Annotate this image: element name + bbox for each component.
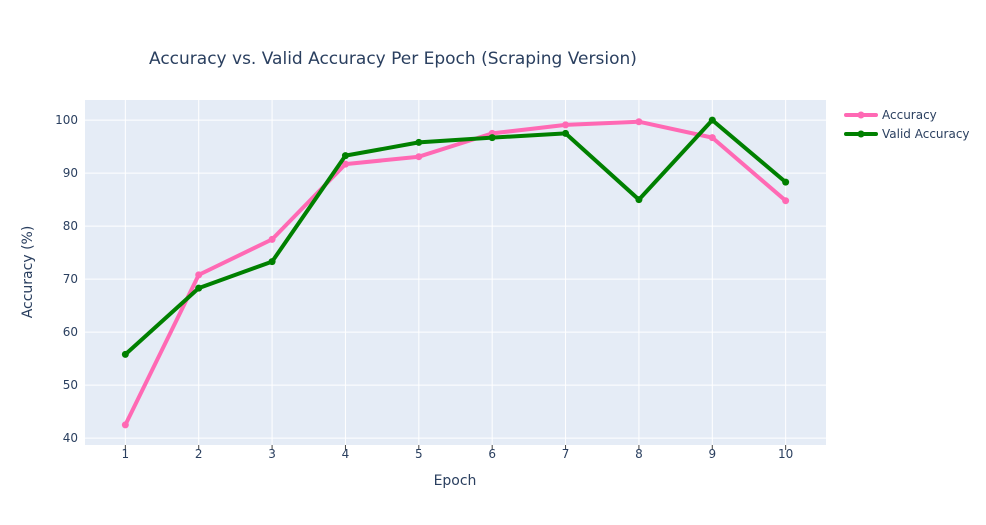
- data-point: [268, 235, 276, 243]
- x-tick-label: 8: [635, 447, 643, 461]
- data-point: [782, 197, 790, 205]
- y-tick-label: 70: [63, 272, 78, 286]
- y-tick-label: 50: [63, 378, 78, 392]
- y-axis-title: Accuracy (%): [20, 226, 36, 319]
- data-point: [195, 284, 203, 292]
- data-point: [341, 152, 349, 160]
- data-point: [121, 421, 129, 429]
- series-valid-accuracy: [121, 116, 790, 358]
- x-axis-title: Epoch: [434, 473, 477, 489]
- data-point: [782, 178, 790, 186]
- data-point: [268, 258, 276, 266]
- x-axis-ticks: 1 2 3 4 5 6 7 8 9 10: [122, 445, 793, 461]
- series-line: [123, 119, 788, 427]
- legend-item[interactable]: Valid Accuracy: [844, 127, 970, 141]
- y-tick-label: 80: [63, 219, 78, 233]
- y-tick-label: 40: [63, 431, 78, 445]
- legend-swatch-marker: [857, 111, 865, 119]
- data-point: [708, 116, 716, 124]
- data-point: [562, 121, 570, 129]
- y-tick-label: 60: [63, 325, 78, 339]
- legend-item[interactable]: Accuracy: [844, 108, 937, 122]
- series-line: [123, 118, 788, 357]
- legend-label: Valid Accuracy: [882, 127, 970, 141]
- x-tick-label: 1: [122, 447, 130, 461]
- grid-lines: [85, 100, 826, 445]
- y-axis-ticks: 40 50 60 70 80 90 100: [55, 113, 78, 445]
- x-tick-label: 7: [562, 447, 570, 461]
- data-point: [195, 271, 203, 279]
- x-tick-label: 5: [415, 447, 423, 461]
- data-point: [708, 134, 716, 142]
- x-tick-label: 2: [195, 447, 203, 461]
- x-tick-label: 9: [708, 447, 716, 461]
- legend-label: Accuracy: [882, 108, 937, 122]
- data-point: [415, 153, 423, 161]
- plot-area: [85, 100, 826, 445]
- data-point: [635, 118, 643, 126]
- data-point: [341, 160, 349, 168]
- y-tick-label: 90: [63, 166, 78, 180]
- data-point: [635, 196, 643, 204]
- chart-title: Accuracy vs. Valid Accuracy Per Epoch (S…: [149, 49, 637, 69]
- legend-swatch-marker: [857, 130, 865, 138]
- x-tick-label: 4: [342, 447, 350, 461]
- x-tick-label: 3: [268, 447, 276, 461]
- data-point: [415, 138, 423, 146]
- y-tick-label: 100: [55, 113, 78, 127]
- data-point: [488, 134, 496, 142]
- legend: Accuracy Valid Accuracy: [844, 108, 970, 141]
- x-tick-label: 6: [488, 447, 496, 461]
- data-point: [562, 129, 570, 137]
- data-point: [121, 350, 129, 358]
- x-tick-label: 10: [778, 447, 793, 461]
- series-layer: [121, 116, 790, 429]
